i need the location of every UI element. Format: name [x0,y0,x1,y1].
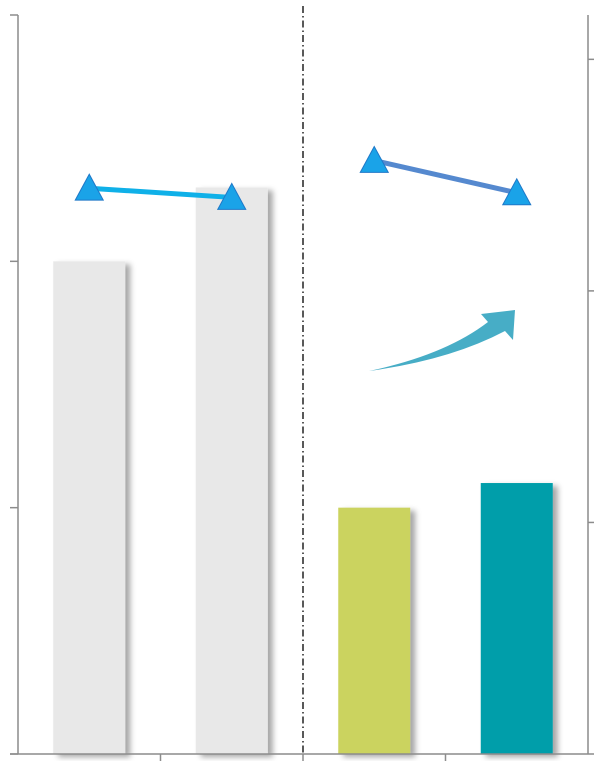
bars-layer [53,187,553,754]
line-point-1-1 [74,173,105,201]
line-point-2-1 [359,145,390,173]
lines-layer [74,145,532,210]
bar-1 [53,261,126,754]
line-segment-2 [371,157,520,196]
line-point-1-2 [216,182,247,210]
bar-3 [338,507,411,754]
bar-2 [195,187,268,754]
axes-layer [10,6,594,761]
bar-4 [480,483,553,754]
line-point-2-2 [501,177,532,206]
trend-arrow-icon [369,310,515,371]
line-segment-1 [86,185,235,200]
